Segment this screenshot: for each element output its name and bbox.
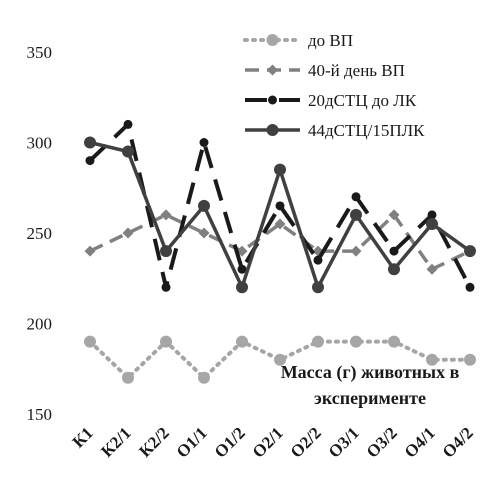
data-point	[237, 264, 247, 274]
data-point	[388, 263, 400, 276]
x-tick-label: О3/2	[363, 423, 401, 461]
x-tick-label: К2/2	[135, 423, 173, 461]
data-point	[122, 227, 134, 239]
data-point	[84, 245, 96, 257]
legend-marker	[267, 64, 278, 76]
data-point	[388, 335, 400, 348]
series-4	[84, 136, 476, 294]
data-point	[350, 208, 362, 221]
y-tick-label: 150	[27, 405, 53, 424]
data-point	[389, 246, 399, 256]
legend: до ВП 40-й день ВП 20дСТЦ до ЛК 44дСТЦ/15ПЛ…	[243, 31, 425, 140]
y-tick-label: 250	[27, 224, 53, 243]
x-tick-label: О1/2	[211, 423, 249, 461]
x-tick-label: К2/1	[97, 423, 135, 461]
series-line	[88, 122, 472, 290]
legend-item-2: 40-й день ВП	[245, 61, 405, 80]
data-point	[351, 192, 361, 202]
legend-label: до ВП	[308, 31, 353, 50]
data-point	[350, 335, 362, 348]
legend-marker	[268, 95, 277, 105]
legend-item-3: 20дСТЦ до ЛК	[245, 91, 417, 110]
data-point	[426, 217, 438, 230]
data-point	[198, 227, 210, 239]
data-point	[312, 281, 324, 294]
data-point	[199, 138, 209, 147]
data-point	[198, 371, 210, 384]
data-point	[236, 335, 248, 348]
data-point	[161, 282, 171, 292]
data-point	[464, 245, 476, 258]
data-point	[160, 245, 172, 258]
data-point	[350, 245, 362, 257]
x-tick-label: О4/1	[401, 423, 439, 461]
x-tick-label: О4/2	[439, 423, 477, 461]
data-point	[160, 335, 172, 348]
annotation-line-2: эксперименте	[314, 388, 426, 408]
data-point	[236, 281, 248, 294]
data-point	[388, 209, 400, 221]
legend-marker	[266, 34, 279, 46]
data-point	[122, 371, 134, 384]
data-point	[274, 353, 286, 366]
series-1	[84, 335, 476, 384]
legend-label: 44дСТЦ/15ПЛК	[308, 121, 425, 140]
y-tick-label: 350	[27, 43, 53, 62]
x-tick-label: О2/1	[249, 423, 287, 461]
data-point	[84, 136, 96, 149]
data-point	[160, 209, 172, 221]
data-point	[123, 119, 133, 129]
data-point	[465, 282, 475, 292]
legend-marker	[266, 124, 279, 136]
series-3	[85, 119, 475, 292]
data-point	[427, 210, 437, 220]
data-point	[426, 353, 438, 366]
y-tick-label: 200	[27, 315, 53, 334]
y-axis: 150 200 250 300 350	[27, 43, 53, 424]
data-point	[426, 263, 438, 275]
legend-item-1: до ВП	[243, 31, 353, 50]
data-point	[275, 201, 285, 211]
data-point	[274, 163, 286, 176]
legend-label: 20дСТЦ до ЛК	[308, 91, 417, 110]
series-line	[88, 339, 472, 380]
data-point	[313, 255, 323, 265]
series-lines	[84, 119, 476, 384]
data-point	[84, 335, 96, 348]
x-tick-label: О2/2	[287, 423, 325, 461]
data-point	[464, 353, 476, 366]
x-tick-label: О1/1	[173, 423, 211, 461]
x-tick-label: О3/1	[325, 423, 363, 461]
data-point	[85, 156, 95, 166]
data-point	[274, 218, 286, 230]
legend-label: 40-й день ВП	[308, 61, 405, 80]
x-tick-label: К1	[69, 423, 97, 451]
annotation: Масса (г) животных в эксперименте	[281, 362, 460, 408]
x-axis: К1 К2/1 К2/2 О1/1 О1/2 О2/1 О2/2 О3/1 О3/2 О4/1 О4…	[69, 423, 477, 461]
legend-item-4: 44дСТЦ/15ПЛК	[245, 121, 425, 140]
data-point	[122, 145, 134, 158]
annotation-line-1: Масса (г) животных в	[281, 362, 460, 383]
data-point	[198, 199, 210, 212]
y-tick-label: 300	[27, 134, 53, 153]
data-point	[312, 335, 324, 348]
